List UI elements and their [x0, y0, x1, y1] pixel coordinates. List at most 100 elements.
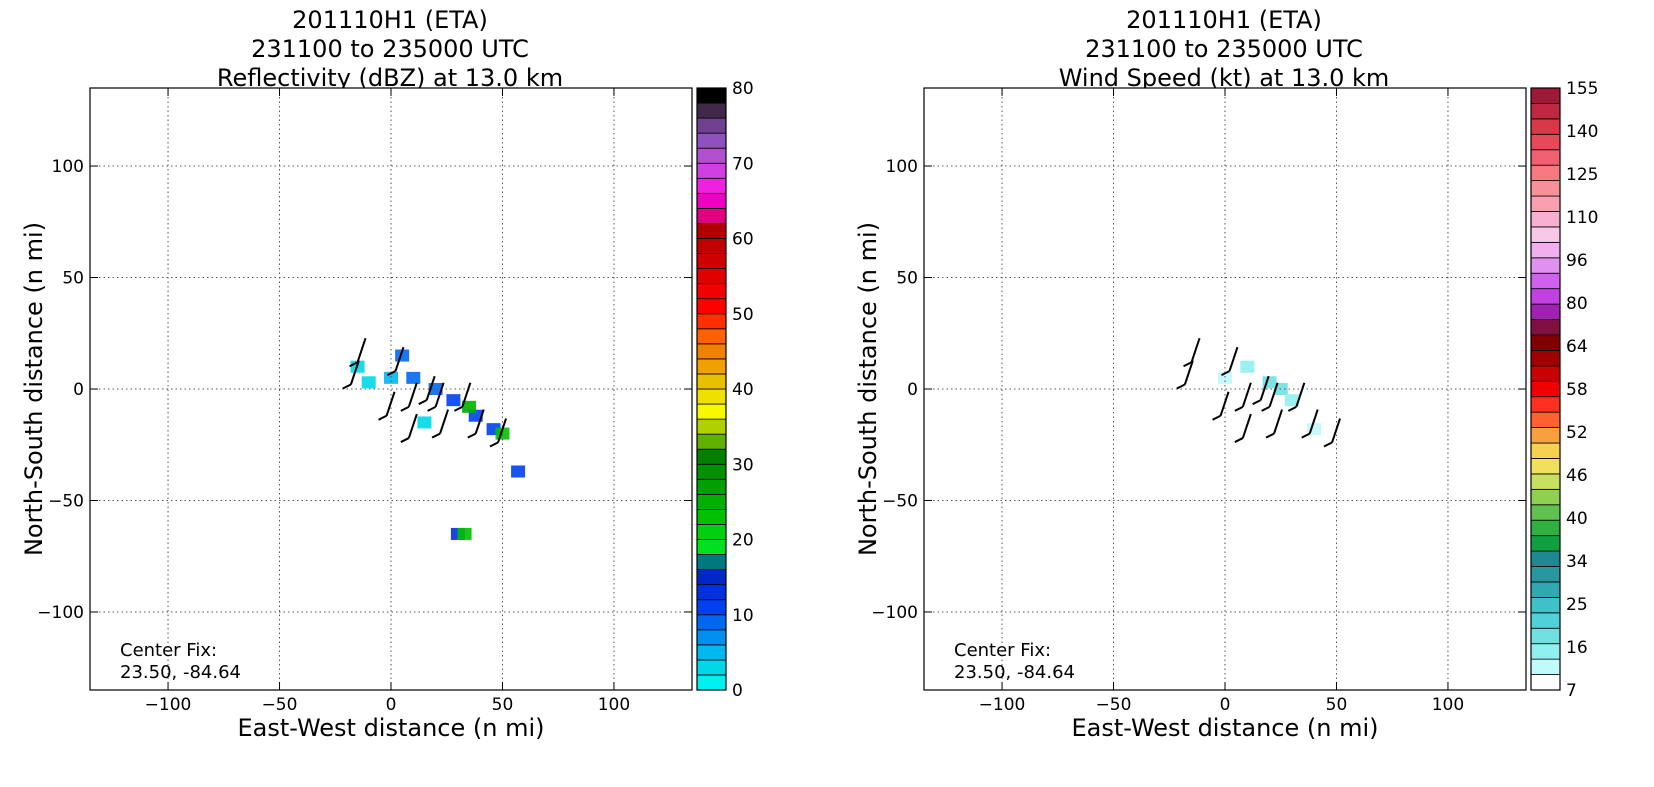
wind-barb-flag [400, 405, 410, 412]
colorbar-swatch [1530, 195, 1561, 212]
colorbar-swatch [696, 328, 727, 345]
colorbar-tick-label: 40 [732, 380, 754, 400]
colorbar-swatch [696, 674, 727, 691]
colorbar-swatch [1530, 226, 1561, 243]
y-tick-label: −100 [37, 603, 84, 623]
wind-barb-flag [1221, 370, 1230, 377]
wind-barb-flag [1323, 441, 1333, 448]
data-cell [1284, 394, 1299, 407]
y-axis-label: North-South distance (n mi) [20, 222, 48, 556]
wind-barb-flag [489, 441, 499, 448]
wind-barb [1241, 382, 1252, 408]
colorbar-swatch [696, 524, 727, 540]
y-tick-label: −50 [882, 491, 918, 511]
wind-barb [407, 382, 418, 408]
wind-barb [461, 382, 472, 408]
wind-barb-flag [1301, 432, 1311, 439]
wind-barb [1228, 346, 1239, 372]
colorbar-swatch [696, 584, 727, 601]
data-cell [406, 371, 421, 384]
colorbar-swatch [1530, 442, 1561, 459]
y-tick-label: 100 [886, 157, 918, 177]
wind-barb [1268, 382, 1279, 408]
colorbar-swatch [696, 433, 727, 450]
colorbar-swatch [1530, 458, 1561, 475]
x-tick-label: −100 [145, 695, 192, 715]
data-cell [1240, 360, 1255, 373]
x-tick-label: −100 [979, 695, 1026, 715]
wind-barb-flag [467, 432, 477, 439]
colorbar-swatch [1530, 427, 1561, 444]
colorbar-swatch [1530, 149, 1561, 166]
colorbar-swatch [696, 614, 727, 631]
wind-barb-flag [400, 437, 410, 443]
title-line-3: Reflectivity (dBZ) at 13.0 km [216, 64, 564, 92]
colorbar-tick-label: 58 [1566, 380, 1588, 400]
colorbar-swatch [696, 298, 727, 315]
colorbar-swatch [696, 177, 727, 194]
colorbar-swatch [1530, 380, 1561, 398]
wind-barb-flag [1183, 361, 1193, 368]
colorbar-tick-label: 40 [1566, 509, 1588, 529]
colorbar-swatch [1530, 411, 1561, 428]
colorbar-swatch [1530, 211, 1561, 228]
reflectivity-title: 201110H1 (ETA) 231100 to 235000 UTC Refl… [0, 6, 780, 93]
colorbar-swatch [1530, 550, 1561, 567]
colorbar-swatch [1530, 396, 1561, 413]
wind-barb [385, 391, 396, 417]
colorbar-swatch [1530, 596, 1561, 614]
colorbar-swatch [1530, 103, 1561, 120]
colorbar-swatch [696, 192, 727, 209]
x-axis-label: East-West distance (n mi) [237, 714, 544, 742]
y-tick-label: −100 [871, 603, 918, 623]
wind-barb-flag [342, 383, 352, 390]
wind-barb [1295, 382, 1306, 408]
wind-barb [1259, 375, 1270, 401]
colorbar-swatch [1530, 241, 1561, 259]
colorbar-swatch [1530, 627, 1561, 645]
data-cell [361, 376, 376, 389]
wind-barb-flag [349, 361, 359, 368]
wind-barb [1190, 337, 1201, 363]
y-tick-label: 50 [62, 269, 84, 289]
x-tick-label: 100 [598, 695, 630, 715]
wind-barb [1241, 413, 1252, 439]
colorbar-swatch [696, 629, 727, 646]
wind-barb [349, 360, 360, 385]
colorbar-swatch [1530, 257, 1561, 274]
colorbar-swatch [696, 403, 727, 420]
x-tick-label: 50 [1326, 695, 1348, 715]
center-fix-label: 23.50, -84.64 [954, 662, 1075, 683]
y-axis-label: North-South distance (n mi) [854, 222, 882, 556]
title-line-1: 201110H1 (ETA) [292, 6, 488, 34]
x-tick-label: 50 [492, 695, 514, 715]
wind-barb-flag [1287, 405, 1297, 412]
colorbar-tick-label: 80 [1566, 294, 1588, 314]
colorbar-tick-label: 140 [1566, 122, 1598, 142]
colorbar-tick-label: 10 [732, 606, 754, 626]
colorbar-tick-label: 30 [732, 455, 754, 475]
colorbar-swatch [696, 162, 727, 179]
colorbar-tick-label: 50 [732, 305, 754, 325]
colorbar-swatch [696, 268, 727, 285]
wind-barb [1183, 360, 1194, 385]
colorbar-swatch [696, 87, 727, 104]
colorbar-swatch [696, 539, 727, 555]
colorbar-swatch [696, 599, 727, 616]
colorbar-swatch [1530, 674, 1561, 691]
colorbar-swatch [1530, 566, 1561, 583]
colorbar-swatch [1530, 334, 1561, 351]
wind-barb-flag [418, 399, 428, 406]
colorbar-swatch [696, 373, 727, 390]
wind-barb [434, 382, 445, 408]
reflectivity-panel: 201110H1 (ETA) 231100 to 235000 UTC Refl… [0, 0, 820, 787]
y-tick-label: 100 [52, 157, 84, 177]
x-tick-label: −50 [1096, 695, 1132, 715]
wind-barb-flag [431, 432, 441, 439]
colorbar-swatch [1530, 519, 1561, 537]
colorbar-swatch [696, 358, 727, 375]
colorbar-tick-label: 155 [1566, 79, 1598, 99]
colorbar-swatch [1530, 365, 1561, 382]
wind-barb-flag [387, 370, 396, 377]
colorbar-swatch [1530, 643, 1561, 660]
